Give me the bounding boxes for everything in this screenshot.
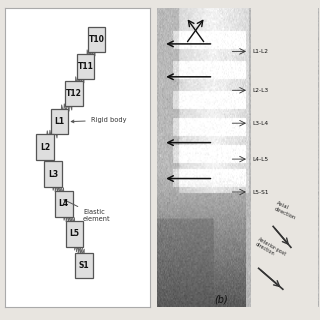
Text: T11: T11 — [78, 62, 93, 71]
Text: L3: L3 — [48, 170, 58, 179]
Text: L1-L2: L1-L2 — [252, 49, 268, 54]
FancyBboxPatch shape — [77, 54, 94, 79]
Text: L2: L2 — [40, 143, 50, 152]
FancyBboxPatch shape — [76, 252, 93, 278]
Text: L4-L5: L4-L5 — [252, 156, 268, 162]
Text: L5-S1: L5-S1 — [252, 189, 269, 195]
Text: S1: S1 — [79, 261, 90, 270]
Text: L5: L5 — [70, 229, 80, 238]
FancyBboxPatch shape — [44, 161, 61, 187]
Text: Rigid body: Rigid body — [71, 117, 126, 123]
FancyBboxPatch shape — [51, 109, 68, 134]
Text: L2-L3: L2-L3 — [252, 88, 268, 93]
FancyBboxPatch shape — [65, 81, 83, 106]
Text: (b): (b) — [215, 294, 228, 304]
FancyBboxPatch shape — [88, 27, 105, 52]
Text: L1: L1 — [54, 117, 64, 126]
Text: T10: T10 — [89, 35, 104, 44]
Text: Axial
direction: Axial direction — [273, 201, 299, 220]
FancyBboxPatch shape — [66, 221, 84, 247]
Text: Elastic
element: Elastic element — [64, 200, 111, 222]
FancyBboxPatch shape — [251, 8, 318, 307]
Text: L4: L4 — [59, 199, 69, 208]
FancyBboxPatch shape — [55, 191, 73, 217]
FancyBboxPatch shape — [36, 134, 53, 160]
Text: Anterior-post
direction: Anterior-post direction — [254, 237, 287, 262]
Text: L3-L4: L3-L4 — [252, 121, 268, 126]
Text: T12: T12 — [66, 89, 82, 98]
